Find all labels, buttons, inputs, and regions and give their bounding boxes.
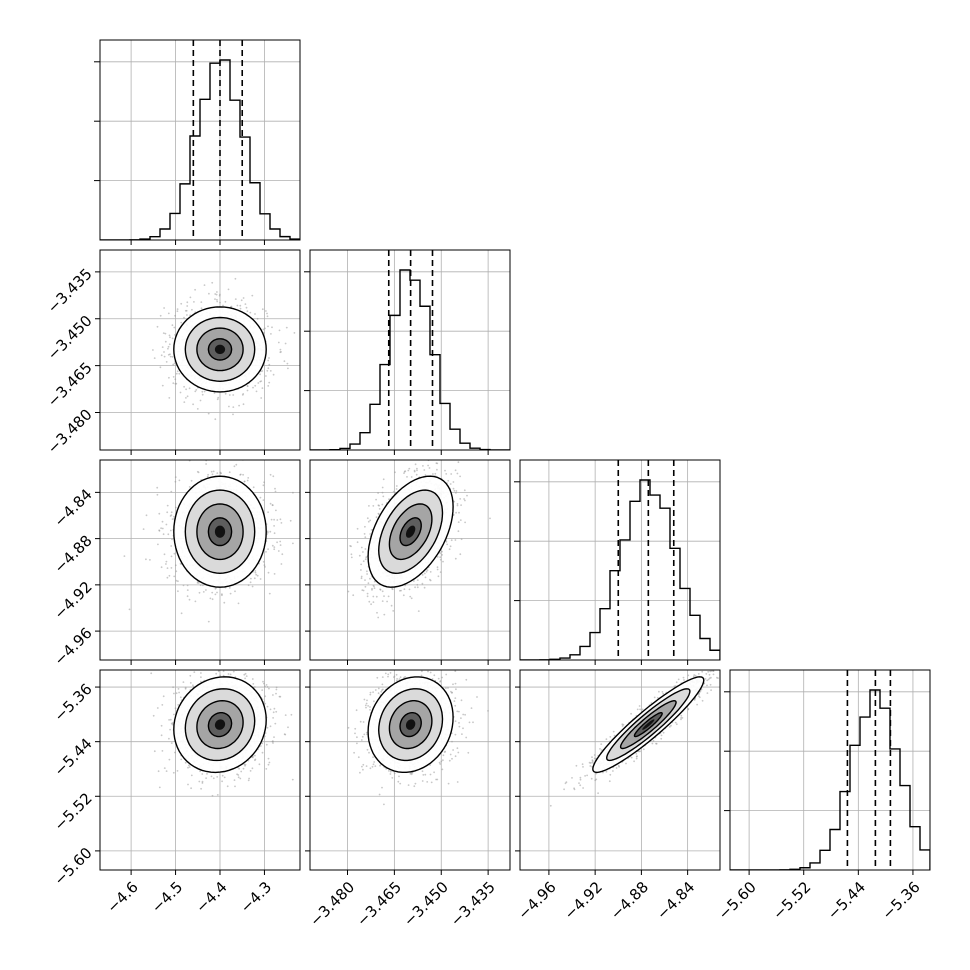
density-peak	[214, 525, 226, 538]
panel-1-0	[95, 249, 301, 455]
x-tick-label: −4.84	[653, 878, 698, 923]
panel-3-3	[724, 669, 931, 875]
contour-line	[207, 712, 233, 738]
panel-3-2	[515, 669, 721, 875]
y-tick-label: −4.88	[50, 532, 95, 577]
contour-line	[388, 700, 433, 750]
contour-line	[196, 327, 244, 372]
x-tick-label: −5.36	[878, 878, 923, 923]
x-tick-label: −3.435	[447, 878, 499, 930]
y-tick-label: −4.92	[50, 578, 95, 623]
contour-line	[184, 316, 256, 383]
x-tick-label: −4.88	[607, 878, 652, 923]
density-peak	[405, 719, 416, 730]
y-tick-label: −5.52	[50, 789, 95, 834]
contour-line	[633, 712, 663, 738]
contour-line	[367, 475, 454, 588]
panel-frame	[519, 669, 721, 871]
panel-1-1	[304, 249, 511, 455]
x-tick-label: −4.5	[148, 878, 186, 916]
panel-frame	[309, 459, 511, 661]
x-tick-label: −5.60	[715, 878, 760, 923]
panel-frame	[99, 249, 301, 451]
density-peak	[642, 719, 655, 730]
contour-line	[184, 688, 256, 762]
panel-2-0	[95, 459, 301, 665]
density-peak	[405, 525, 416, 538]
histogram-2	[520, 479, 720, 660]
x-tick-label: −4.92	[561, 878, 606, 923]
y-tick-label: −3.465	[44, 359, 96, 411]
contour-line	[173, 475, 267, 588]
contour-line	[173, 676, 267, 774]
panel-3-0	[95, 669, 301, 875]
contour-line	[184, 489, 256, 575]
y-tick-label: −4.96	[50, 624, 95, 669]
contour-line	[592, 676, 705, 774]
contour-line	[173, 306, 267, 393]
y-tick-label: −3.480	[44, 405, 96, 457]
y-tick-label: −3.450	[44, 312, 96, 364]
panel-frame	[99, 669, 301, 871]
histogram-3	[730, 689, 930, 870]
panel-frame	[99, 39, 301, 241]
contour-line	[367, 676, 454, 773]
contour-line	[196, 699, 244, 750]
panel-3-1	[305, 669, 511, 875]
contour-line	[196, 503, 244, 561]
panel-frame	[729, 669, 931, 871]
x-tick-label: −4.6	[103, 878, 141, 916]
x-tick-label: −3.480	[306, 878, 358, 930]
density-peak	[214, 719, 226, 730]
contour-line	[605, 688, 691, 762]
density-peak	[214, 344, 226, 355]
contour-line	[399, 712, 422, 738]
x-tick-label: −4.4	[192, 878, 230, 916]
x-tick-label: −5.44	[824, 878, 869, 923]
y-tick-label: −5.44	[50, 735, 95, 780]
contour-line	[207, 338, 233, 361]
y-tick-label: −3.435	[44, 265, 96, 317]
x-tick-label: −4.3	[237, 878, 275, 916]
y-tick-label: −5.60	[50, 844, 95, 889]
panel-0-0	[94, 39, 301, 245]
panel-frame	[519, 459, 721, 661]
contour-line	[619, 699, 677, 750]
x-tick-label: −3.450	[400, 878, 452, 930]
y-tick-label: −5.36	[50, 680, 95, 725]
contour-line	[399, 517, 422, 547]
contour-line	[377, 489, 444, 575]
y-tick-label: −4.84	[50, 485, 95, 530]
panel-frame	[309, 669, 511, 871]
x-tick-label: −5.52	[769, 878, 814, 923]
contour-line	[377, 688, 444, 762]
x-tick-label: −3.465	[353, 878, 405, 930]
panel-2-1	[305, 459, 511, 665]
panel-frame	[309, 249, 511, 451]
contour-line	[388, 503, 433, 561]
x-tick-label: −4.96	[514, 878, 559, 923]
panel-frame	[99, 459, 301, 661]
histogram-0	[100, 59, 300, 240]
contour-line	[207, 517, 233, 547]
panel-2-2	[514, 459, 721, 665]
